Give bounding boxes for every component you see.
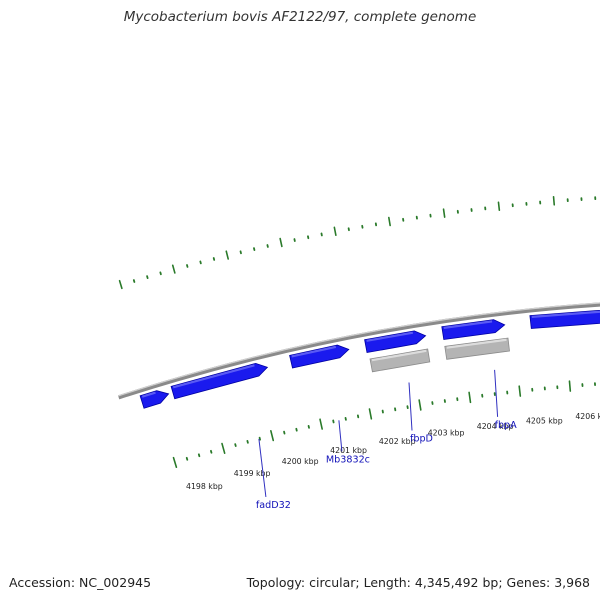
inner-major-tick xyxy=(221,442,226,455)
outer-major-tick xyxy=(171,264,176,274)
genome-backbone xyxy=(117,302,600,400)
outer-major-tick xyxy=(388,216,391,227)
outer-tick-ring xyxy=(118,196,597,290)
outer-minor-tick xyxy=(199,260,202,265)
gene-highlight-stripe xyxy=(371,349,427,362)
outer-major-tick xyxy=(442,208,446,218)
gene-feature-fbpD xyxy=(364,330,427,353)
pseudo-feature-fbpA xyxy=(444,337,510,360)
gene-label: fbpD xyxy=(410,434,433,445)
gene-highlight-stripe xyxy=(531,310,600,318)
inner-major-tick xyxy=(418,399,422,411)
gene-leader-line xyxy=(258,438,267,497)
scale-label: 4203 kbp xyxy=(428,429,465,438)
gene-leader-line xyxy=(494,369,499,417)
outer-major-tick xyxy=(333,226,337,237)
backbone-arc xyxy=(117,302,600,400)
scale-label: 4199 kbp xyxy=(234,469,271,478)
gene-label: fbpA xyxy=(495,420,518,431)
outer-major-tick xyxy=(497,201,501,212)
pseudo-feature-fbpD xyxy=(369,348,431,373)
scale-label: 4205 kbp xyxy=(526,416,563,425)
gene-leader-line xyxy=(338,420,343,452)
inner-major-tick xyxy=(568,380,572,392)
gene-highlight-stripe xyxy=(141,391,156,398)
outer-major-tick xyxy=(279,237,283,248)
outer-minor-tick xyxy=(146,275,149,279)
inner-major-tick xyxy=(319,418,323,430)
backbone-highlight xyxy=(117,302,600,397)
scale-label: 4200 kbp xyxy=(282,457,319,466)
inner-minor-tick xyxy=(185,456,189,461)
outer-major-tick xyxy=(225,250,229,260)
gene-highlight-stripe xyxy=(172,364,255,389)
scale-label: 4206 kbp xyxy=(575,412,600,421)
scale-labels: 4198 kbp 4199 kbp 4200 kbp 4201 kbp 4202 kbp… xyxy=(186,412,600,491)
inner-major-tick xyxy=(270,429,275,442)
gene-label: Mb3832c xyxy=(326,454,370,465)
gene-highlight-stripe xyxy=(443,320,493,329)
gene-feature-fadD32 xyxy=(170,362,269,400)
gene-track xyxy=(139,309,600,409)
inner-minor-tick xyxy=(234,443,237,447)
outer-minor-tick xyxy=(186,264,189,268)
scale-label: 4198 kbp xyxy=(186,482,223,491)
gene-label: fadD32 xyxy=(256,500,291,511)
inner-major-tick xyxy=(172,456,178,469)
inner-minor-tick xyxy=(197,453,201,458)
inner-minor-tick xyxy=(210,449,213,454)
outer-minor-tick xyxy=(132,279,136,283)
accession-text: Accession: NC_002945 xyxy=(9,575,152,590)
inner-major-tick xyxy=(468,391,472,404)
gene-feature-fbpA xyxy=(441,319,506,340)
scale-label: 4201 kbp xyxy=(330,446,367,455)
outer-major-tick xyxy=(552,196,556,206)
outer-major-tick xyxy=(118,279,123,290)
map-title: Mycobacterium bovis AF2122/97, complete … xyxy=(123,9,477,25)
gene-feature-Mb3832c xyxy=(289,344,350,369)
inner-minor-tick xyxy=(246,439,249,444)
gene-highlight-stripe xyxy=(366,331,414,342)
scale-label: 4202 kbp xyxy=(379,437,416,446)
inner-major-tick xyxy=(368,408,373,420)
scale-label: 4204 kbp xyxy=(477,422,514,431)
gene-highlight-stripe xyxy=(446,338,507,349)
inner-major-tick xyxy=(518,385,522,397)
inner-tick-ring xyxy=(172,380,596,469)
gene-labels: fadD32Mb3832cfbpDfbpAMb3835cMb3836c xyxy=(256,369,518,511)
outer-minor-tick xyxy=(159,271,162,276)
gene-highlight-stripe xyxy=(291,345,337,358)
gene-leader-line xyxy=(408,382,413,431)
genome-summary-text: Topology: circular; Length: 4,345,492 bp… xyxy=(246,575,590,590)
